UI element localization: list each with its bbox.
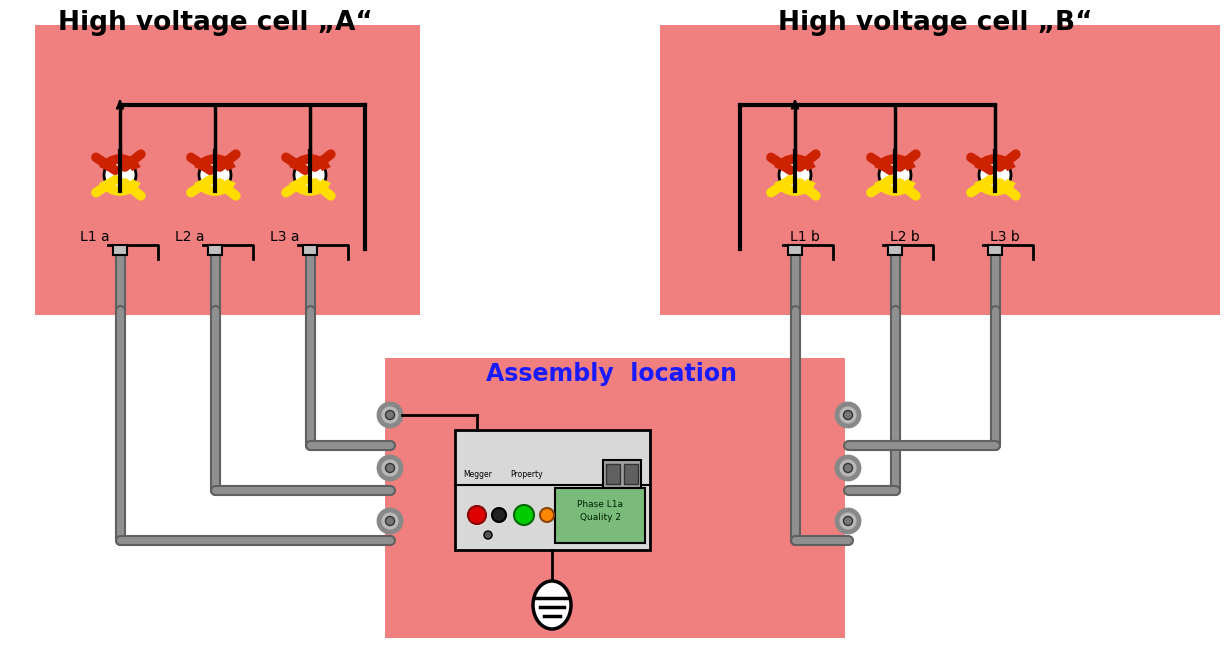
Bar (988, 245, 1002, 255)
Text: Quality 2: Quality 2 (579, 513, 621, 522)
Text: L1 a: L1 a (80, 230, 110, 244)
Bar (623, 464, 638, 484)
Text: L3 b: L3 b (991, 230, 1020, 244)
Bar (113, 245, 127, 255)
Text: L1 b: L1 b (790, 230, 819, 244)
Bar (208, 245, 222, 255)
Bar (602, 460, 641, 488)
Bar (888, 245, 902, 255)
Circle shape (200, 159, 232, 191)
Text: Phase L1a: Phase L1a (577, 500, 623, 509)
Circle shape (979, 159, 1011, 191)
Ellipse shape (533, 581, 570, 629)
Circle shape (779, 159, 811, 191)
Circle shape (878, 159, 910, 191)
Text: L3 a: L3 a (270, 230, 299, 244)
Text: High voltage cell „B“: High voltage cell „B“ (777, 10, 1093, 36)
Text: Megger: Megger (463, 470, 492, 479)
Bar (384, 358, 845, 638)
Circle shape (386, 411, 394, 419)
Circle shape (379, 510, 400, 532)
Bar (606, 464, 620, 484)
Circle shape (837, 404, 859, 426)
Circle shape (540, 508, 554, 522)
Text: High voltage cell „A“: High voltage cell „A“ (58, 10, 372, 36)
Text: L2 a: L2 a (175, 230, 205, 244)
Bar (455, 430, 650, 550)
Circle shape (386, 464, 394, 473)
Circle shape (514, 505, 533, 525)
Circle shape (379, 404, 400, 426)
Bar (788, 245, 802, 255)
Circle shape (379, 457, 400, 479)
Text: Property: Property (510, 470, 542, 479)
Text: L2 b: L2 b (890, 230, 920, 244)
Circle shape (492, 508, 506, 522)
Circle shape (837, 457, 859, 479)
Bar (554, 488, 646, 543)
Circle shape (844, 517, 853, 526)
Circle shape (844, 411, 853, 419)
Circle shape (844, 464, 853, 473)
Circle shape (837, 510, 859, 532)
Circle shape (294, 159, 326, 191)
Bar (303, 245, 317, 255)
Circle shape (386, 517, 394, 526)
Bar (34, 25, 420, 315)
Circle shape (103, 159, 136, 191)
Circle shape (468, 506, 485, 524)
Circle shape (484, 531, 492, 539)
Bar (660, 25, 1220, 315)
Text: Assembly  location: Assembly location (487, 362, 738, 386)
